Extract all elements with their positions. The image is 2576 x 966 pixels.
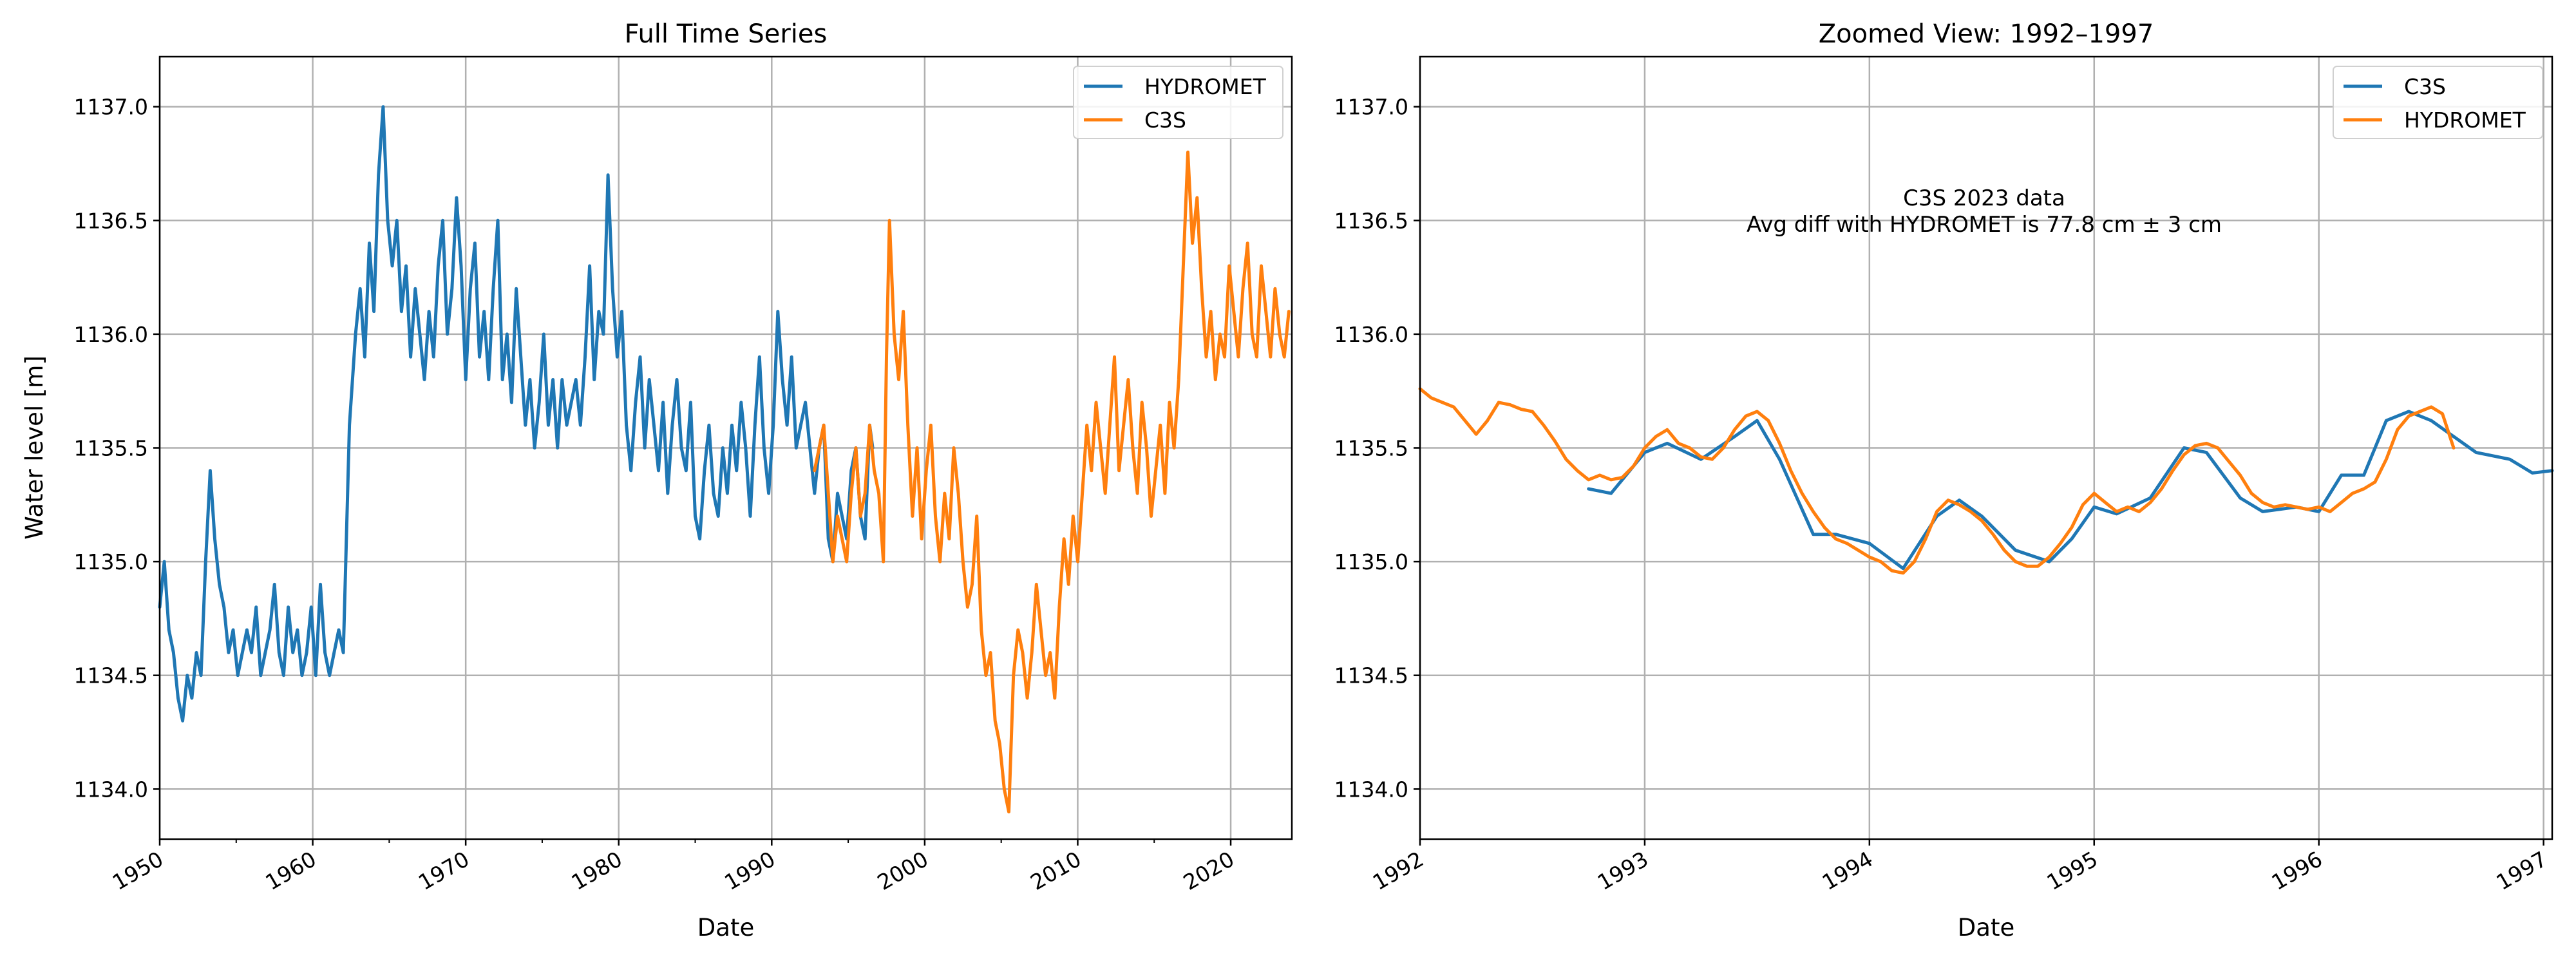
full-series-legend-box (1073, 66, 1283, 139)
y-tick-label-6: 1137.0 (1334, 95, 1408, 120)
y-tick-label-4: 1136.0 (1334, 322, 1408, 347)
zoomed-title: Zoomed View: 1992–1997 (1819, 19, 2154, 49)
full-series-panel: Full Time Series 1134.0 1134.5 1135.0 1135.… (21, 19, 1293, 942)
full-series-ylabel: Water level [m] (21, 355, 48, 540)
y-tick-label-5: 1136.5 (74, 208, 148, 233)
y-tick-label-3: 1135.5 (1334, 436, 1408, 461)
y-tick-label-1: 1134.5 (74, 663, 148, 688)
series-line-hydromet (1418, 387, 2456, 575)
y-tick-label-1: 1134.5 (1334, 663, 1408, 688)
zoomed-panel: Zoomed View: 1992–1997 1134.0 1134.5 1135.… (1334, 19, 2554, 942)
full-series-legend-label-hydromet: HYDROMET (1144, 74, 1267, 99)
zoomed-lines (1418, 387, 2554, 575)
full-series-title: Full Time Series (625, 19, 828, 49)
zoomed-annotation-line-1: C3S 2023 data (1903, 185, 2065, 211)
series-line-hydromet (158, 105, 875, 723)
y-tick-label-2: 1135.0 (74, 549, 148, 574)
series-line-c3s (1587, 410, 2554, 571)
zoomed-frame (1419, 55, 2553, 840)
zoomed-legend-label-hydromet: HYDROMET (2404, 108, 2526, 133)
full-series-legend-label-c3s: C3S (1144, 108, 1186, 133)
y-tick-label-0: 1134.0 (1334, 777, 1408, 802)
zoomed-legend-label-c3s: C3S (2404, 74, 2446, 99)
series-line-c3s (813, 150, 1291, 814)
zoomed-legend: C3S HYDROMET (2333, 66, 2543, 139)
zoomed-grid (1419, 57, 2552, 839)
y-tick-label-5: 1136.5 (1334, 208, 1408, 233)
zoomed-legend-box (2333, 66, 2543, 139)
y-tick-label-0: 1134.0 (74, 777, 148, 802)
full-series-xlabel: Date (697, 914, 754, 942)
full-series-lines (158, 105, 1291, 814)
full-series-frame (158, 55, 1293, 840)
zoomed-xlabel: Date (1958, 914, 2014, 942)
y-tick-label-4: 1136.0 (74, 322, 148, 347)
full-series-legend: HYDROMET C3S (1073, 66, 1283, 139)
y-tick-label-6: 1137.0 (74, 95, 148, 120)
y-tick-label-2: 1135.0 (1334, 549, 1408, 574)
y-tick-label-3: 1135.5 (74, 436, 148, 461)
zoomed-annotation-line-2: Avg diff with HYDROMET is 77.8 cm ± 3 cm (1747, 212, 2222, 238)
